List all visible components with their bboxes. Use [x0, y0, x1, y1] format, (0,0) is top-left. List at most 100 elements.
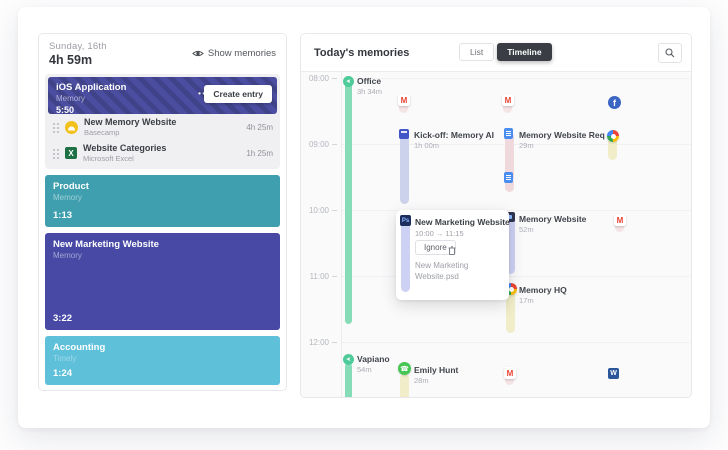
- memory-app: Microsoft Excel: [83, 153, 134, 163]
- hour-gridline: [342, 276, 691, 277]
- timeline-entry-memory-website-requirements[interactable]: Memory Website Require… 29m: [519, 130, 605, 150]
- show-memories-label: Show memories: [207, 48, 276, 59]
- popup-file-name: New Marketing Website.psd: [415, 261, 469, 282]
- popup-time-range: 10:00 → 11:15: [415, 229, 464, 238]
- calendar-icon: [399, 129, 409, 139]
- memory-requirements-pill[interactable]: [505, 132, 514, 182]
- memory-detail-popup: Ps New Marketing Website 10:00 → 11:15 I…: [396, 210, 510, 300]
- project-card-product[interactable]: Product Memory 1:13: [45, 175, 280, 227]
- emily-call-pill[interactable]: [400, 374, 409, 397]
- timeline-entry-office[interactable]: Office 3h 34m: [357, 76, 383, 96]
- memory-website-pill[interactable]: [506, 216, 515, 274]
- card-subtitle: Memory: [53, 193, 82, 202]
- popup-entry-pill[interactable]: [401, 222, 410, 292]
- active-entry-card[interactable]: iOS Application Memory 5:50 ••• Create e…: [48, 77, 277, 114]
- search-icon: [665, 48, 675, 58]
- timeline-entry-memory-hq[interactable]: Memory HQ 17m: [519, 285, 567, 305]
- gmail-icon[interactable]: M: [504, 367, 516, 379]
- hour-label: 11:00: [309, 272, 329, 281]
- timeline-axis-divider: [341, 72, 342, 397]
- hour-gridline: [342, 78, 691, 79]
- card-duration: 1:13: [53, 210, 73, 221]
- hour-tick: [332, 78, 337, 79]
- page-title: Today's memories: [314, 47, 410, 59]
- card-duration: 3:22: [53, 313, 73, 324]
- app-window: Sunday, 16th 4h 59m Show memories iOS Ap…: [18, 7, 710, 428]
- kickoff-pill[interactable]: [400, 132, 409, 204]
- search-button[interactable]: [658, 43, 682, 63]
- gmail-icon[interactable]: M: [614, 214, 626, 226]
- card-duration: 1:24: [53, 368, 73, 379]
- eye-icon: [192, 50, 204, 57]
- vapiano-location-bar[interactable]: [345, 363, 352, 397]
- hour-label: 10:00: [308, 206, 329, 215]
- timeline-canvas: 08:00 09:00 10:00 11:00 12:00 ➤ Office 3…: [301, 72, 691, 397]
- list-view-button[interactable]: List: [459, 43, 495, 61]
- card-subtitle: Memory: [53, 251, 82, 260]
- memory-app: Basecamp: [84, 127, 120, 137]
- timeline-entry-kickoff[interactable]: Kick-off: Memory AI 1h 00m: [414, 130, 494, 150]
- hour-gridline: [342, 210, 691, 211]
- browser-memory-pill[interactable]: [608, 138, 617, 160]
- show-memories-toggle[interactable]: Show memories: [192, 48, 276, 59]
- gmail-icon[interactable]: M: [502, 94, 514, 106]
- memory-name: Website Categories: [83, 143, 167, 154]
- project-card-accounting[interactable]: Accounting Timely 1:24: [45, 336, 280, 385]
- more-options-icon[interactable]: •••: [198, 89, 211, 98]
- timeline-view-button[interactable]: Timeline: [497, 43, 552, 61]
- timeline-entry-emily-hunt[interactable]: Emily Hunt 28m: [414, 365, 459, 385]
- card-title: New Marketing Website: [53, 239, 159, 250]
- date-label: Sunday, 16th: [49, 41, 107, 52]
- popup-title: New Marketing Website: [415, 217, 510, 227]
- gmail-memory-pill[interactable]: [503, 102, 512, 113]
- gmail-memory-pill[interactable]: [505, 375, 514, 385]
- excel-icon: X: [65, 147, 77, 159]
- gmail-memory-pill[interactable]: [399, 102, 408, 113]
- gmail-icon[interactable]: M: [398, 94, 410, 106]
- timeline-entry-vapiano[interactable]: Vapiano 54m: [357, 354, 390, 374]
- hour-tick: [332, 144, 337, 145]
- hour-gridline: [342, 342, 691, 343]
- hour-label: 09:00: [308, 140, 329, 149]
- entry-title: iOS Application: [56, 82, 127, 93]
- document-memory-pill[interactable]: [505, 178, 514, 192]
- facebook-icon[interactable]: f: [608, 96, 621, 109]
- hour-gridline: [342, 144, 691, 145]
- memory-hq-pill[interactable]: [506, 291, 515, 333]
- view-toggle: List Timeline: [459, 43, 552, 61]
- word-icon[interactable]: W: [608, 368, 619, 379]
- hour-label: 08:00: [308, 74, 329, 83]
- location-icon: ➤: [343, 354, 354, 365]
- card-title: Accounting: [53, 342, 106, 353]
- memory-duration: 1h 25m: [246, 148, 273, 158]
- timeline-entry-memory-website[interactable]: Memory Website 52m: [519, 214, 587, 234]
- card-subtitle: Timely: [53, 354, 77, 363]
- memory-row-basecamp[interactable]: New Memory Website Basecamp 4h 25m: [48, 114, 277, 140]
- total-hours: 4h 59m: [49, 53, 93, 67]
- hour-tick: [332, 276, 337, 277]
- project-card-new-marketing-website[interactable]: New Marketing Website Memory 3:22: [45, 233, 280, 330]
- trash-icon[interactable]: [448, 242, 456, 260]
- create-entry-button[interactable]: Create entry: [204, 85, 272, 103]
- app-icon: [505, 212, 515, 222]
- phone-icon: ☎: [398, 362, 411, 375]
- basecamp-icon: [65, 120, 78, 134]
- drag-handle[interactable]: [52, 121, 59, 133]
- memories-panel: Today's memories List Timeline 08:00 09:…: [300, 33, 692, 398]
- entry-group: iOS Application Memory 5:50 ••• Create e…: [45, 74, 280, 169]
- drag-handle[interactable]: [52, 147, 59, 159]
- hour-label: 12:00: [308, 338, 329, 347]
- hour-tick: [332, 210, 337, 211]
- browser-icon[interactable]: [607, 130, 619, 142]
- gmail-memory-pill[interactable]: [615, 222, 624, 232]
- document-icon: [504, 172, 513, 183]
- entry-duration: 5:50: [56, 105, 75, 114]
- day-summary-panel: Sunday, 16th 4h 59m Show memories iOS Ap…: [38, 33, 287, 391]
- memory-row-excel[interactable]: X Website Categories Microsoft Excel 1h …: [48, 140, 277, 166]
- card-title: Product: [53, 181, 89, 192]
- memory-duration: 4h 25m: [246, 122, 273, 132]
- location-icon: ➤: [343, 76, 354, 87]
- office-location-bar[interactable]: [345, 80, 352, 324]
- day-header: Sunday, 16th 4h 59m Show memories: [39, 34, 286, 74]
- photoshop-icon: Ps: [400, 215, 411, 226]
